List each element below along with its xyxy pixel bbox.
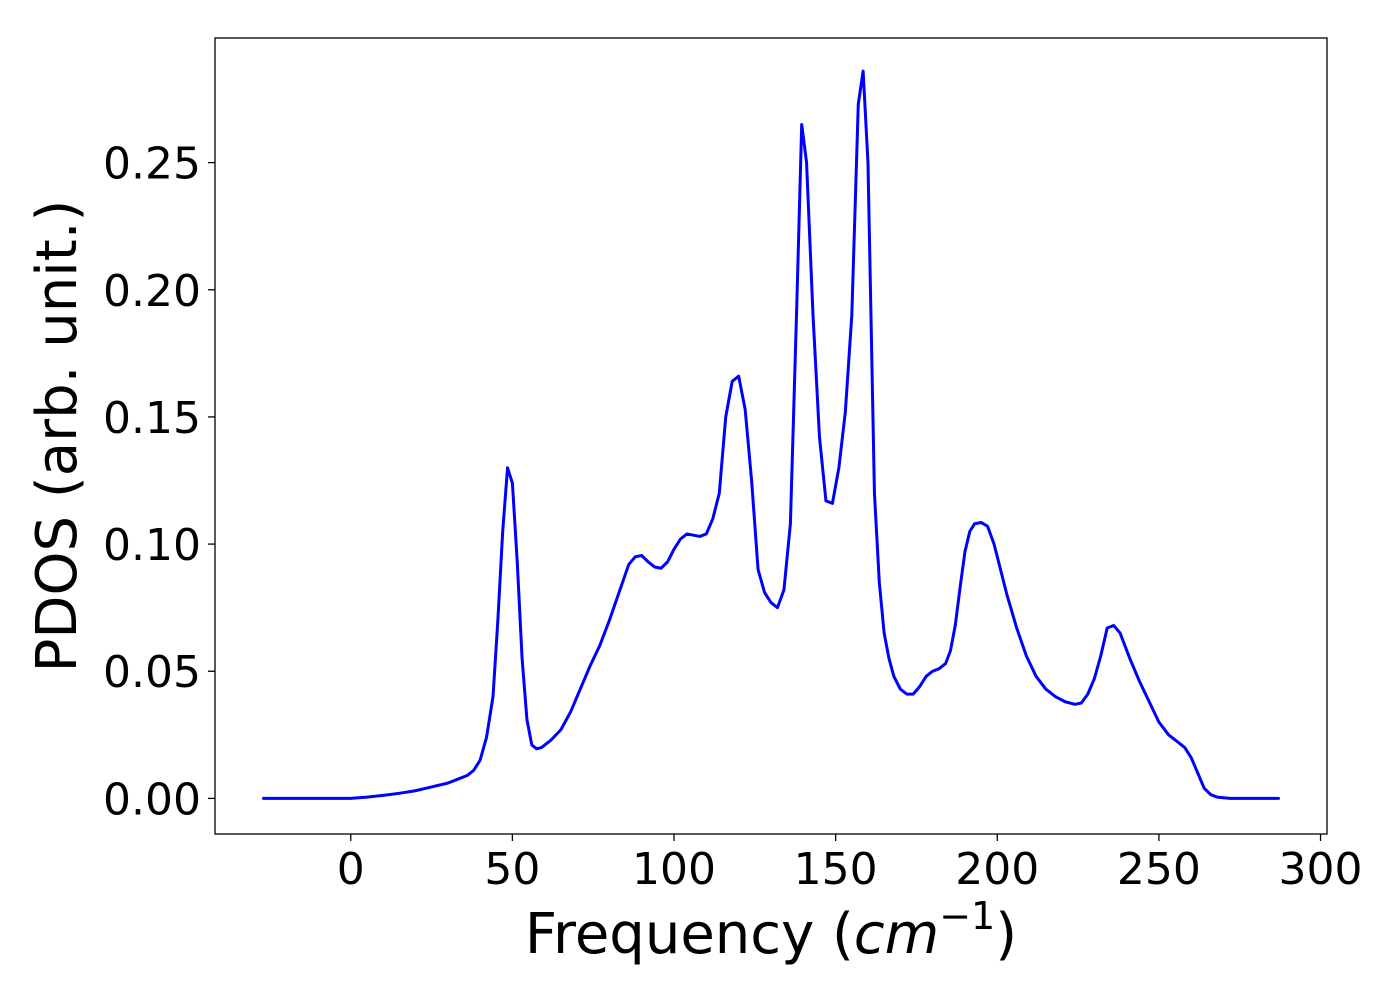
x-tick-label: 250 <box>1117 844 1201 895</box>
x-axis-ticks: 0 50 100 150 200 250 300 <box>337 834 1363 895</box>
plot-area <box>214 37 1328 835</box>
y-axis-ticks: 0.00 0.05 0.10 0.15 0.20 0.25 <box>103 139 215 825</box>
y-axis-label: PDOS (arb. unit.) <box>25 200 90 673</box>
x-tick-label: 150 <box>794 844 878 895</box>
x-tick-label: 300 <box>1279 844 1363 895</box>
y-tick-label: 0.10 <box>103 520 201 571</box>
x-tick-label: 200 <box>955 844 1039 895</box>
x-axis-label: Frequency (cm−1) <box>525 894 1017 967</box>
y-tick-label: 0.00 <box>103 774 201 825</box>
pdos-series-line <box>261 69 1281 800</box>
x-tick-label: 0 <box>337 844 365 895</box>
y-tick-label: 0.25 <box>103 139 201 190</box>
y-tick-label: 0.05 <box>103 647 201 698</box>
y-tick-label: 0.15 <box>103 393 201 444</box>
y-tick-label: 0.20 <box>103 266 201 317</box>
x-tick-label: 100 <box>632 844 716 895</box>
x-tick-label: 50 <box>484 844 540 895</box>
